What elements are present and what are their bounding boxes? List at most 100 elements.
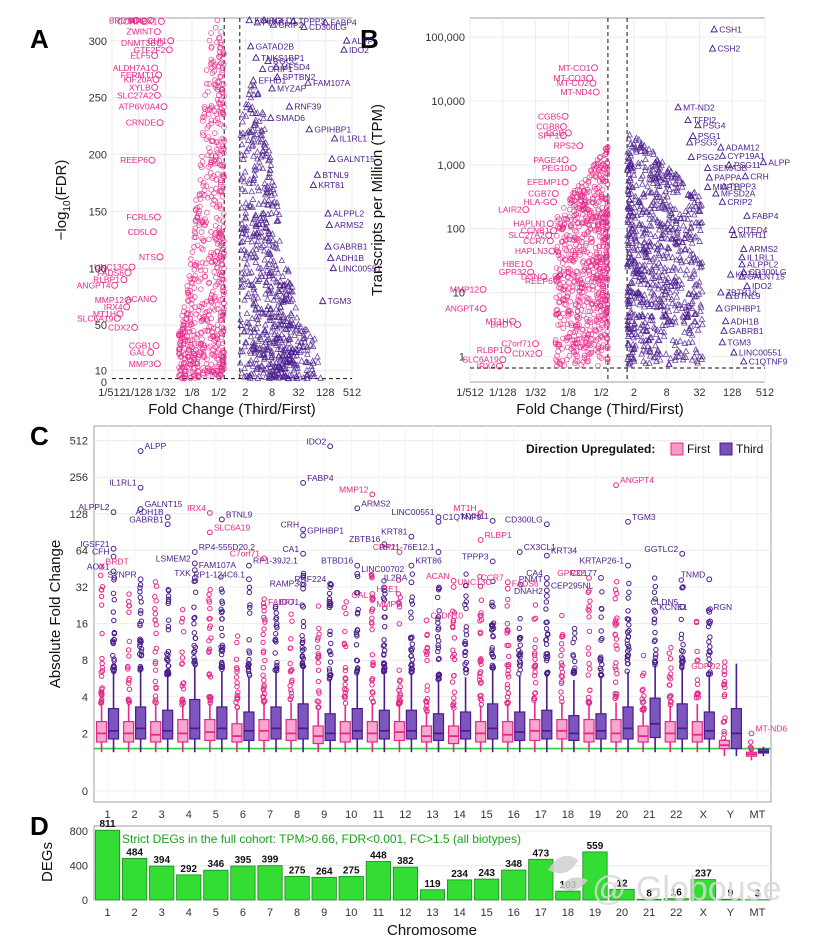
box-outlier (477, 673, 483, 680)
gene-label-third: PAPPA (714, 173, 741, 183)
tpm-point-third (627, 160, 635, 167)
gene-label-first: MT-CO3 (554, 73, 586, 83)
gene-label-third: GALNT15 (747, 272, 785, 282)
tpm-point-third (695, 281, 703, 289)
box-outlier (219, 661, 225, 668)
tpm-point-third (681, 234, 689, 241)
deg-value-label: 395 (235, 855, 252, 866)
box-outlier (721, 731, 727, 737)
box-outlier (315, 644, 321, 651)
tpm-point-third (671, 279, 679, 286)
volcano-point-third (262, 373, 270, 381)
tpm-point-first (590, 222, 597, 229)
tpm-point-third (685, 338, 693, 346)
box-outlier (288, 690, 295, 696)
x-tick-label: 11 (373, 907, 384, 919)
tpm-point-third (653, 303, 661, 311)
volcano-point-first (182, 368, 188, 375)
volcano-point-third (254, 319, 262, 326)
tpm-point-third (630, 171, 638, 178)
volcano-point-third (249, 126, 256, 133)
tpm-point-first (603, 343, 610, 350)
labeled-point-first (128, 263, 136, 271)
labeled-point-third (720, 326, 728, 334)
volcano-point-first (183, 316, 189, 323)
box-outlier (504, 642, 510, 649)
gene-annotation: RP1-39J2.1 (253, 556, 298, 566)
tpm-point-third (669, 253, 676, 261)
box-outlier (505, 671, 511, 677)
box-outlier (274, 667, 280, 674)
tpm-point-third (698, 218, 706, 226)
tpm-point-first (586, 295, 592, 302)
tpm-point-third (673, 171, 681, 178)
volcano-point-first (209, 328, 216, 335)
tpm-point-first (598, 193, 605, 200)
volcano-point-third (242, 263, 250, 271)
labeled-point-third (252, 53, 260, 61)
box-outlier (316, 688, 322, 694)
tpm-point-first (555, 216, 562, 223)
volcano-point-first (185, 329, 191, 335)
box-outlier (505, 653, 512, 660)
tpm-point-first (588, 262, 595, 269)
tpm-point-third (684, 231, 692, 238)
volcano-point-third (242, 209, 250, 216)
volcano-point-first (177, 331, 184, 337)
labeled-point-third (326, 253, 335, 261)
box-outlier (369, 621, 375, 627)
volcano-point-third (250, 299, 257, 307)
labeled-point-third (738, 260, 746, 268)
tpm-point-third (646, 352, 654, 359)
tpm-point-third (671, 313, 679, 321)
volcano-point-first (186, 344, 193, 350)
gene-annotation: IGSF21 (80, 539, 110, 549)
tpm-point-first (576, 298, 582, 304)
tpm-point-first (553, 265, 560, 271)
tpm-point-third (642, 275, 649, 282)
tpm-point-third (667, 354, 674, 362)
box-outlier (260, 693, 266, 700)
tpm-point-third (686, 274, 694, 281)
tpm-point-first (573, 268, 580, 275)
tpm-point-third (672, 180, 680, 187)
labeled-point-third (300, 22, 308, 30)
tpm-point-first (565, 308, 571, 314)
x-tick-label: 512 (756, 387, 774, 399)
gene-annotation: TXK (174, 568, 191, 578)
box-outlier (165, 617, 172, 623)
box-outlier (490, 603, 496, 610)
deg-value-label: 382 (397, 856, 414, 867)
volcano-point-third (263, 224, 271, 231)
volcano-point-first (215, 363, 222, 370)
gene-label-third: RNF39 (294, 102, 321, 112)
tpm-point-first (604, 345, 611, 352)
volcano-point-third (265, 156, 272, 164)
box-outlier (532, 690, 539, 696)
box-outlier (478, 679, 484, 685)
gene-label-third: PSG4 (703, 120, 726, 130)
gene-annotation: GALNT15 (145, 499, 183, 509)
volcano-point-third (250, 174, 258, 182)
box-outlier (327, 672, 334, 678)
annotated-outlier (477, 510, 484, 516)
labeled-point-third (309, 180, 318, 189)
gene-label-third: GPIHBP1 (724, 304, 761, 314)
volcano-point-first (221, 250, 227, 256)
volcano-point-first (217, 45, 223, 51)
box-outlier (490, 634, 496, 640)
box-outlier (747, 739, 754, 745)
volcano-point-third (252, 220, 260, 227)
gene-label-third: PGLD1 (269, 15, 297, 25)
deg-bar (446, 879, 473, 901)
tpm-point-first (604, 207, 611, 214)
box-outlier (477, 630, 483, 637)
gene-label-first: CRNDE (126, 118, 157, 128)
volcano-point-third (269, 201, 276, 209)
legend-title: Direction Upregulated: (526, 442, 655, 456)
tpm-point-third (665, 317, 673, 325)
volcano-point-first (205, 152, 211, 158)
gene-label-third: ADAM12 (726, 143, 760, 153)
volcano-point-first (200, 219, 206, 226)
volcano-point-third (273, 278, 281, 286)
